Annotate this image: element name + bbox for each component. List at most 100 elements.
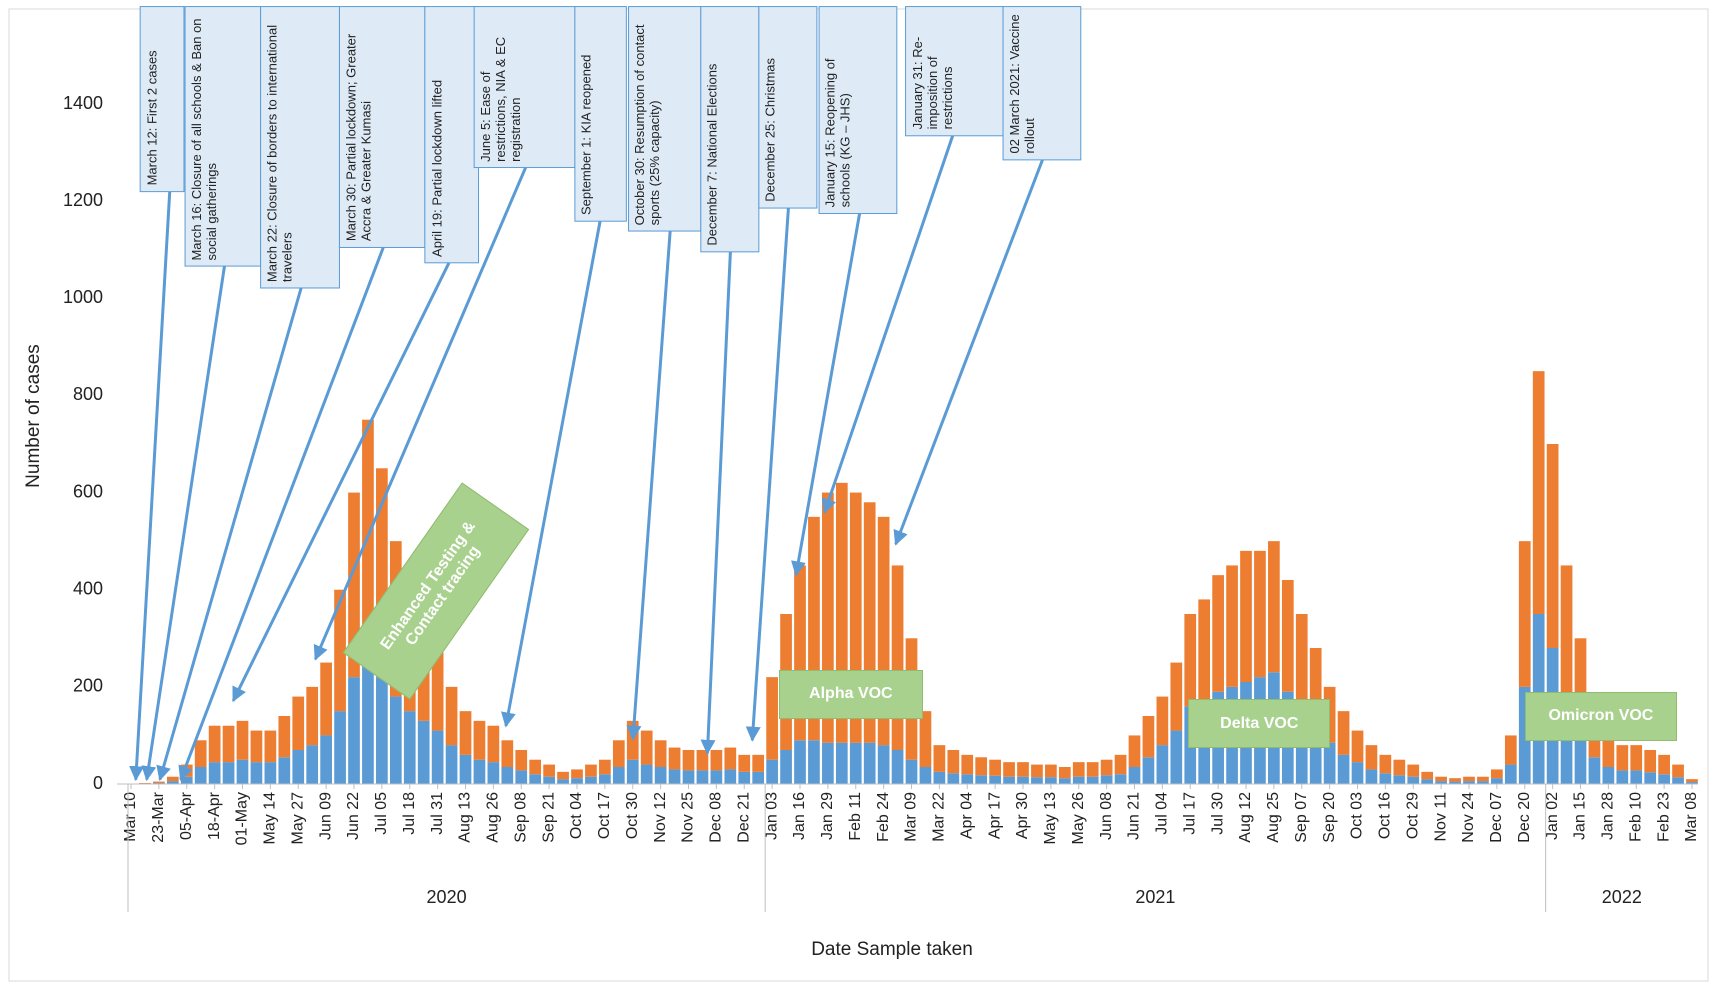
bar-segment <box>1421 779 1434 784</box>
bar-segment <box>1351 730 1364 763</box>
callout-box <box>905 6 1004 137</box>
bar-segment <box>1045 777 1057 784</box>
bar-segment <box>236 759 249 784</box>
x-tick-label: 01-May <box>234 792 251 845</box>
bar-segment <box>1491 769 1503 779</box>
x-tick-label: Jun 09 <box>317 792 334 840</box>
bar-segment <box>835 482 848 743</box>
bar-segment <box>1212 575 1224 692</box>
x-tick-label: Jun 21 <box>1126 792 1143 840</box>
bar-segment <box>1031 777 1043 784</box>
bar-segment <box>1045 764 1057 778</box>
bar-segment <box>515 770 528 784</box>
x-tick-label: Dec 21 <box>735 792 752 843</box>
bar-segment <box>905 759 918 784</box>
x-tick-label: Oct 04 <box>568 792 585 839</box>
x-tick-label: Jan 29 <box>819 792 836 840</box>
bar-segment <box>1309 648 1322 726</box>
bar-segment <box>1337 711 1350 755</box>
bar-segment <box>1156 745 1169 784</box>
bar-segment <box>166 776 179 782</box>
x-tick-label: Jan 16 <box>791 792 808 840</box>
bar-segment <box>1463 776 1475 782</box>
x-tick-label: Sep 20 <box>1321 792 1338 843</box>
bar-segment <box>682 770 695 784</box>
bar-segment <box>919 767 932 784</box>
phase-label: Delta VOC <box>1188 699 1331 749</box>
y-tick-label: 600 <box>73 481 103 501</box>
bar-segment <box>877 745 890 784</box>
bar-segment <box>1114 754 1127 775</box>
bar-segment <box>891 750 904 784</box>
bar-segment <box>571 778 583 784</box>
bar-segment <box>947 750 960 774</box>
bar-segment <box>1268 541 1280 673</box>
bar-segment <box>1560 565 1573 697</box>
bar-segment <box>236 720 249 760</box>
x-tick-label: Jun 22 <box>345 792 362 840</box>
bar-segment <box>738 771 751 784</box>
callout-box <box>758 6 818 209</box>
bar-segment <box>1504 764 1517 784</box>
bar-segment <box>501 767 514 784</box>
bar-segment <box>822 492 834 743</box>
bar-segment <box>1588 757 1601 784</box>
x-tick-label: Jan 15 <box>1572 792 1589 840</box>
x-tick-label: Nov 12 <box>652 792 669 843</box>
callout-text: 02 March 2021: Vaccine rollout <box>1007 14 1038 154</box>
bar-segment <box>752 754 765 772</box>
x-axis-title: Date Sample taken <box>811 939 973 960</box>
x-tick-label: Aug 26 <box>485 792 502 843</box>
x-tick-label: Oct 29 <box>1404 792 1421 839</box>
bar-segment <box>153 781 165 784</box>
bar-segment <box>1672 764 1684 778</box>
bar-segment <box>292 696 305 750</box>
bar-segment <box>752 771 765 784</box>
bar-segment <box>1435 776 1447 782</box>
bar-segment <box>640 764 653 784</box>
x-tick-label: Nov 25 <box>680 792 697 843</box>
callout-text: March 30: Partial lockdown; Greater Accr… <box>343 34 374 242</box>
callout-box <box>818 6 898 215</box>
bar-segment <box>1254 550 1266 678</box>
callout-text: March 22: Closure of borders to internat… <box>264 24 295 282</box>
bar-segment <box>849 742 862 784</box>
bar-segment <box>250 762 263 784</box>
x-tick-label: Dec 20 <box>1516 792 1533 843</box>
x-tick-label: Dec 07 <box>1488 792 1505 843</box>
callout-box <box>184 6 262 267</box>
bar-segment <box>612 767 625 784</box>
bar-segment <box>1058 778 1071 784</box>
bar-segment <box>1672 777 1684 784</box>
bar-segment <box>863 502 876 743</box>
x-tick-label: Mar 08 <box>1683 792 1700 842</box>
bar-segment <box>501 740 514 767</box>
bar-segment <box>710 750 723 771</box>
bar-segment <box>1616 770 1629 784</box>
x-tick-label: Apr 04 <box>958 792 975 839</box>
bar-segment <box>808 516 820 741</box>
bar-segment <box>208 725 221 763</box>
bar-segment <box>1170 662 1183 731</box>
phase-label: Alpha VOC <box>779 669 923 719</box>
bar-segment <box>166 781 179 784</box>
callout-text: January 15: Reopening of schools (KG – J… <box>823 58 854 208</box>
bar-segment <box>989 775 1001 784</box>
bar-segment <box>1226 565 1238 687</box>
bar-segment <box>362 662 374 784</box>
bar-segment <box>989 759 1001 776</box>
bar-segment <box>808 740 820 784</box>
bar-segment <box>1156 696 1169 746</box>
callout-text: September 1: KIA reopened <box>578 54 594 216</box>
bar-segment <box>682 750 695 771</box>
bar-segment <box>1518 541 1531 687</box>
bar-segment <box>320 662 332 736</box>
x-tick-label: Jul 31 <box>429 792 446 835</box>
bar-segment <box>194 740 207 767</box>
bar-segment <box>599 759 611 775</box>
bar-segment <box>1240 550 1252 682</box>
x-tick-label: Mar 22 <box>931 792 948 842</box>
bar-segment <box>766 677 778 760</box>
x-tick-label: Oct 03 <box>1349 792 1366 839</box>
bar-segment <box>194 767 207 784</box>
